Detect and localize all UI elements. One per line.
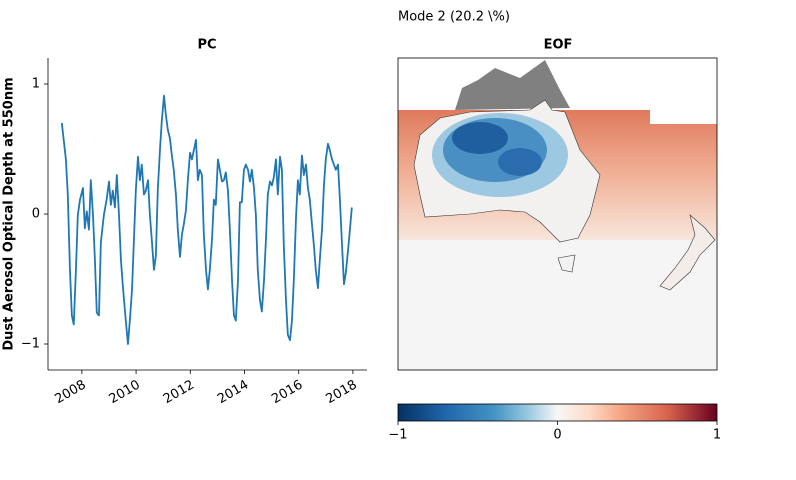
map-frame xyxy=(397,57,718,371)
x-tick-label: 2012 xyxy=(161,378,197,408)
map xyxy=(398,58,717,370)
line-series xyxy=(60,94,353,345)
chart-title: PC xyxy=(197,38,216,53)
x-tick-label: 2018 xyxy=(323,378,359,408)
line-plot: −1 0 1 2008 2010 2012 2014 2016 2018 xyxy=(21,58,367,407)
new-zealand xyxy=(659,214,716,291)
colorbar-tick-label: −1 xyxy=(388,428,407,443)
map-field xyxy=(650,110,717,124)
y-tick-label: −1 xyxy=(21,337,40,352)
x-tick-label: 2008 xyxy=(52,378,88,408)
tasmania xyxy=(557,254,576,273)
colorbar-tick-label: 0 xyxy=(553,428,561,443)
colorbar xyxy=(397,403,718,422)
x-tick-label: 2014 xyxy=(215,378,251,408)
eof-field xyxy=(498,148,542,176)
y-tick-label: 0 xyxy=(32,207,40,222)
chart-title: EOF xyxy=(544,38,573,53)
x-tick-label: 2010 xyxy=(107,378,143,408)
land xyxy=(455,60,570,110)
y-tick-label: 1 xyxy=(32,77,40,92)
x-tick-label: 2016 xyxy=(269,378,305,408)
eof-field xyxy=(452,122,508,154)
colorbar-axis: −1 0 1 xyxy=(388,421,721,443)
colorbar-tick-label: 1 xyxy=(713,428,721,443)
figure-title: Mode 2 (20.2 \%) xyxy=(398,10,510,25)
y-axis-label: Dust Aerosol Optical Depth at 550nm xyxy=(2,77,17,350)
